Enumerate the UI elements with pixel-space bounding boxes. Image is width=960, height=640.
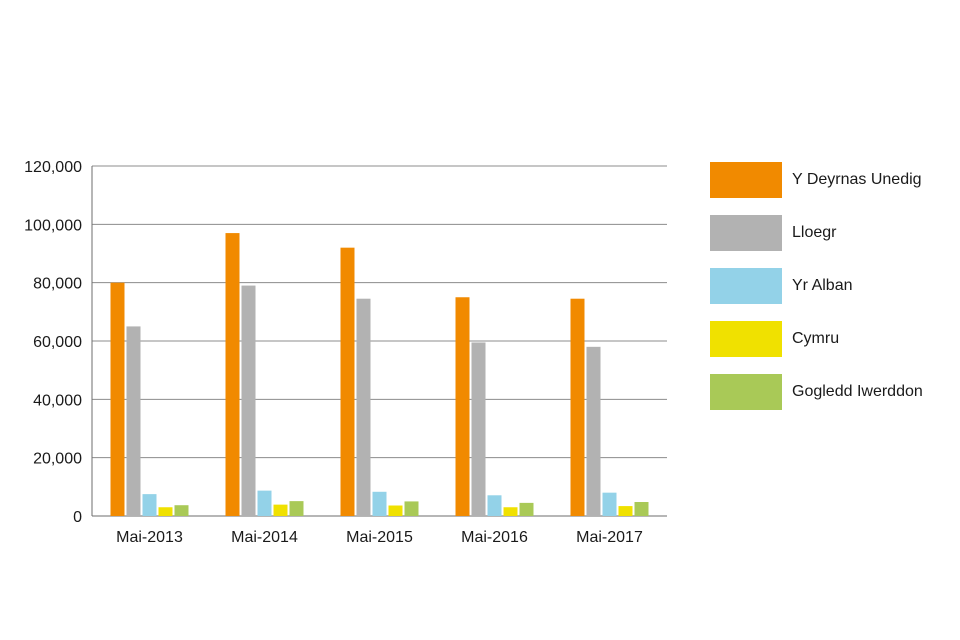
- legend: Y Deyrnas Unedig Lloegr Yr Alban Cymru Gogle…: [710, 162, 923, 427]
- bar: [110, 282, 125, 516]
- bar: [142, 494, 157, 516]
- legend-item: Lloegr: [710, 215, 923, 251]
- x-tick-label: Mai-2013: [116, 529, 183, 546]
- legend-item: Y Deyrnas Unedig: [710, 162, 923, 198]
- legend-label: Gogledd Iwerddon: [792, 383, 923, 400]
- bar: [586, 346, 601, 516]
- y-tick-label: 100,000: [24, 217, 82, 234]
- legend-swatch: [710, 374, 782, 410]
- bar: [487, 495, 502, 516]
- legend-item: Cymru: [710, 321, 923, 357]
- y-tick-label: 20,000: [33, 451, 82, 468]
- legend-swatch: [710, 215, 782, 251]
- bar: [340, 247, 355, 516]
- bar: [126, 326, 141, 516]
- bar: [241, 285, 256, 516]
- y-tick-label: 40,000: [33, 392, 82, 409]
- bar: [455, 297, 470, 516]
- bar: [273, 504, 288, 516]
- legend-label: Yr Alban: [792, 277, 853, 294]
- y-tick-label: 120,000: [24, 159, 82, 176]
- legend-label: Cymru: [792, 330, 840, 347]
- bar: [289, 501, 304, 516]
- bar: [634, 502, 649, 516]
- y-tick-label: 60,000: [33, 334, 82, 351]
- legend-swatch: [710, 321, 782, 357]
- x-tick-label: Mai-2017: [576, 529, 643, 546]
- legend-swatch: [710, 268, 782, 304]
- bar: [404, 501, 419, 516]
- legend-item: Yr Alban: [710, 268, 923, 304]
- bar: [602, 492, 617, 516]
- bar: [503, 507, 518, 516]
- y-tick-label: 80,000: [33, 276, 82, 293]
- x-tick-label: Mai-2014: [231, 529, 298, 546]
- legend-label: Y Deyrnas Unedig: [792, 171, 922, 188]
- bar: [356, 298, 371, 516]
- bar: [570, 298, 585, 516]
- bar: [519, 502, 534, 516]
- bar: [388, 505, 403, 516]
- bar: [372, 491, 387, 516]
- legend-label: Lloegr: [792, 224, 837, 241]
- legend-swatch: [710, 162, 782, 198]
- bar: [225, 233, 240, 517]
- bar: [257, 490, 272, 516]
- x-tick-label: Mai-2015: [346, 529, 413, 546]
- bar: [618, 506, 633, 516]
- bar: [158, 507, 173, 516]
- bar: [471, 342, 486, 516]
- x-tick-label: Mai-2016: [461, 529, 528, 546]
- legend-item: Gogledd Iwerddon: [710, 374, 923, 410]
- bar: [174, 505, 189, 516]
- y-tick-label: 0: [73, 509, 82, 526]
